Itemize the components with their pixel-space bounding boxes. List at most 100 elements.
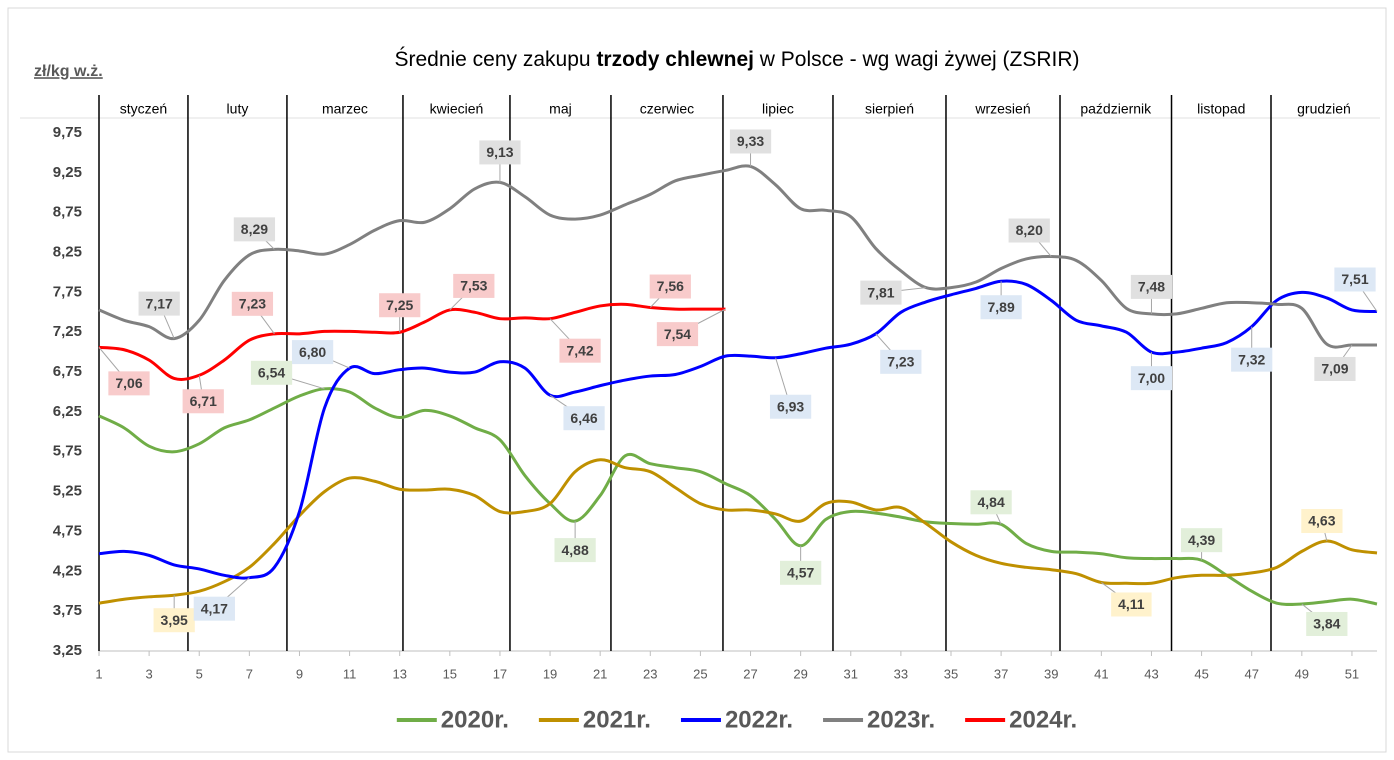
y-tick-label: 4,75 <box>53 522 82 539</box>
x-tick-label: 49 <box>1295 666 1309 681</box>
value-label: 6,93 <box>777 398 804 414</box>
y-tick-label: 8,25 <box>53 244 82 261</box>
value-label-box <box>970 490 1012 515</box>
x-tick-label: 19 <box>543 666 557 681</box>
x-tick-label: 17 <box>493 666 507 681</box>
x-tick-label: 31 <box>844 666 858 681</box>
title-part: trzody chlewnej <box>596 48 754 71</box>
chart-frame <box>7 7 1387 753</box>
x-tick-label: 37 <box>994 666 1008 681</box>
value-label: 4,11 <box>1118 596 1145 612</box>
value-label: 4,63 <box>1308 513 1335 529</box>
x-tick-label: 47 <box>1244 666 1258 681</box>
month-label: listopad <box>1197 101 1245 117</box>
value-label: 7,89 <box>987 299 1014 315</box>
x-tick-label: 1 <box>95 666 102 681</box>
value-label: 7,00 <box>1138 370 1165 386</box>
value-label-box <box>769 394 812 419</box>
value-label-box <box>291 340 334 365</box>
x-tick-label: 9 <box>296 666 303 681</box>
value-label-box <box>554 538 596 563</box>
value-label: 7,09 <box>1321 361 1348 377</box>
value-label: 3,84 <box>1313 616 1340 632</box>
x-tick-label: 27 <box>743 666 757 681</box>
month-label: październik <box>1080 101 1152 117</box>
value-label: 7,48 <box>1138 279 1165 295</box>
value-label: 4,17 <box>201 600 228 616</box>
value-label: 6,46 <box>570 410 597 426</box>
value-label-box <box>108 371 150 396</box>
y-tick-label: 5,75 <box>53 443 82 460</box>
value-label-box <box>559 338 601 363</box>
value-label: 7,54 <box>664 326 691 342</box>
legend-label: 2023r. <box>867 706 935 733</box>
value-label-box <box>880 349 922 374</box>
value-label-box <box>563 406 605 431</box>
value-label-box <box>479 140 521 165</box>
value-label: 4,88 <box>561 542 588 558</box>
x-tick-label: 43 <box>1144 666 1158 681</box>
x-tick-label: 21 <box>593 666 607 681</box>
unit-label: zł/kg w.ż. <box>34 63 103 80</box>
value-label-box <box>193 596 235 621</box>
value-label: 7,06 <box>115 375 142 391</box>
value-label: 7,51 <box>1341 271 1368 287</box>
value-label: 7,25 <box>386 297 413 313</box>
x-tick-label: 35 <box>944 666 958 681</box>
month-label: sierpień <box>865 101 914 117</box>
month-label: maj <box>549 101 572 117</box>
legend-label: 2022r. <box>725 706 793 733</box>
legend-label: 2021r. <box>583 706 651 733</box>
value-label: 7,81 <box>867 284 894 300</box>
x-tick-label: 13 <box>392 666 406 681</box>
month-label: czerwiec <box>640 101 694 117</box>
value-label-box <box>1306 611 1348 636</box>
month-label: kwiecień <box>430 101 484 117</box>
y-tick-label: 7,75 <box>53 283 82 300</box>
value-label-box <box>1130 274 1173 299</box>
month-label: luty <box>227 101 249 117</box>
value-label: 7,32 <box>1238 351 1265 367</box>
y-tick-label: 3,75 <box>53 602 82 619</box>
y-tick-label: 6,75 <box>53 363 82 380</box>
y-tick-label: 6,25 <box>53 403 82 420</box>
value-label-box <box>729 129 772 154</box>
value-label: 6,71 <box>190 393 217 409</box>
x-tick-label: 23 <box>643 666 657 681</box>
value-label-box <box>1301 509 1343 534</box>
series-line <box>98 302 726 381</box>
legend-label: 2024r. <box>1009 706 1077 733</box>
x-tick-label: 41 <box>1094 666 1108 681</box>
y-tick-label: 3,25 <box>53 642 82 659</box>
title-part: Średnie ceny zakupu <box>394 47 596 71</box>
series-line <box>98 279 1378 580</box>
value-label-box <box>1314 356 1356 381</box>
value-label: 4,57 <box>787 565 814 581</box>
value-label: 7,56 <box>657 278 684 294</box>
legend: 2020r. 2021r. 2022r. 2023r. 2024r. <box>396 706 1077 733</box>
value-label-box <box>250 360 293 385</box>
value-label: 4,39 <box>1188 532 1215 548</box>
x-tick-label: 45 <box>1194 666 1208 681</box>
value-label-box <box>980 295 1022 320</box>
value-label-box <box>182 389 224 414</box>
x-tick-label: 51 <box>1345 666 1359 681</box>
x-tick-label: 11 <box>343 666 357 681</box>
month-label: grudzień <box>1297 101 1351 117</box>
value-label: 3,95 <box>161 612 188 628</box>
value-label-box <box>649 274 691 299</box>
x-tick-label: 3 <box>146 666 153 681</box>
y-tick-label: 9,75 <box>53 124 82 141</box>
month-label: wrzesień <box>974 101 1030 117</box>
y-tick-label: 4,25 <box>53 562 82 579</box>
value-label-box <box>780 560 822 585</box>
month-label: lipiec <box>762 101 794 117</box>
value-label: 8,20 <box>1016 222 1043 238</box>
y-tick-label: 9,25 <box>53 164 82 181</box>
value-label-box <box>1334 267 1376 292</box>
value-label-box <box>138 291 180 316</box>
value-label: 7,53 <box>460 278 487 294</box>
value-label: 7,42 <box>566 342 593 358</box>
series-line <box>98 164 1378 349</box>
